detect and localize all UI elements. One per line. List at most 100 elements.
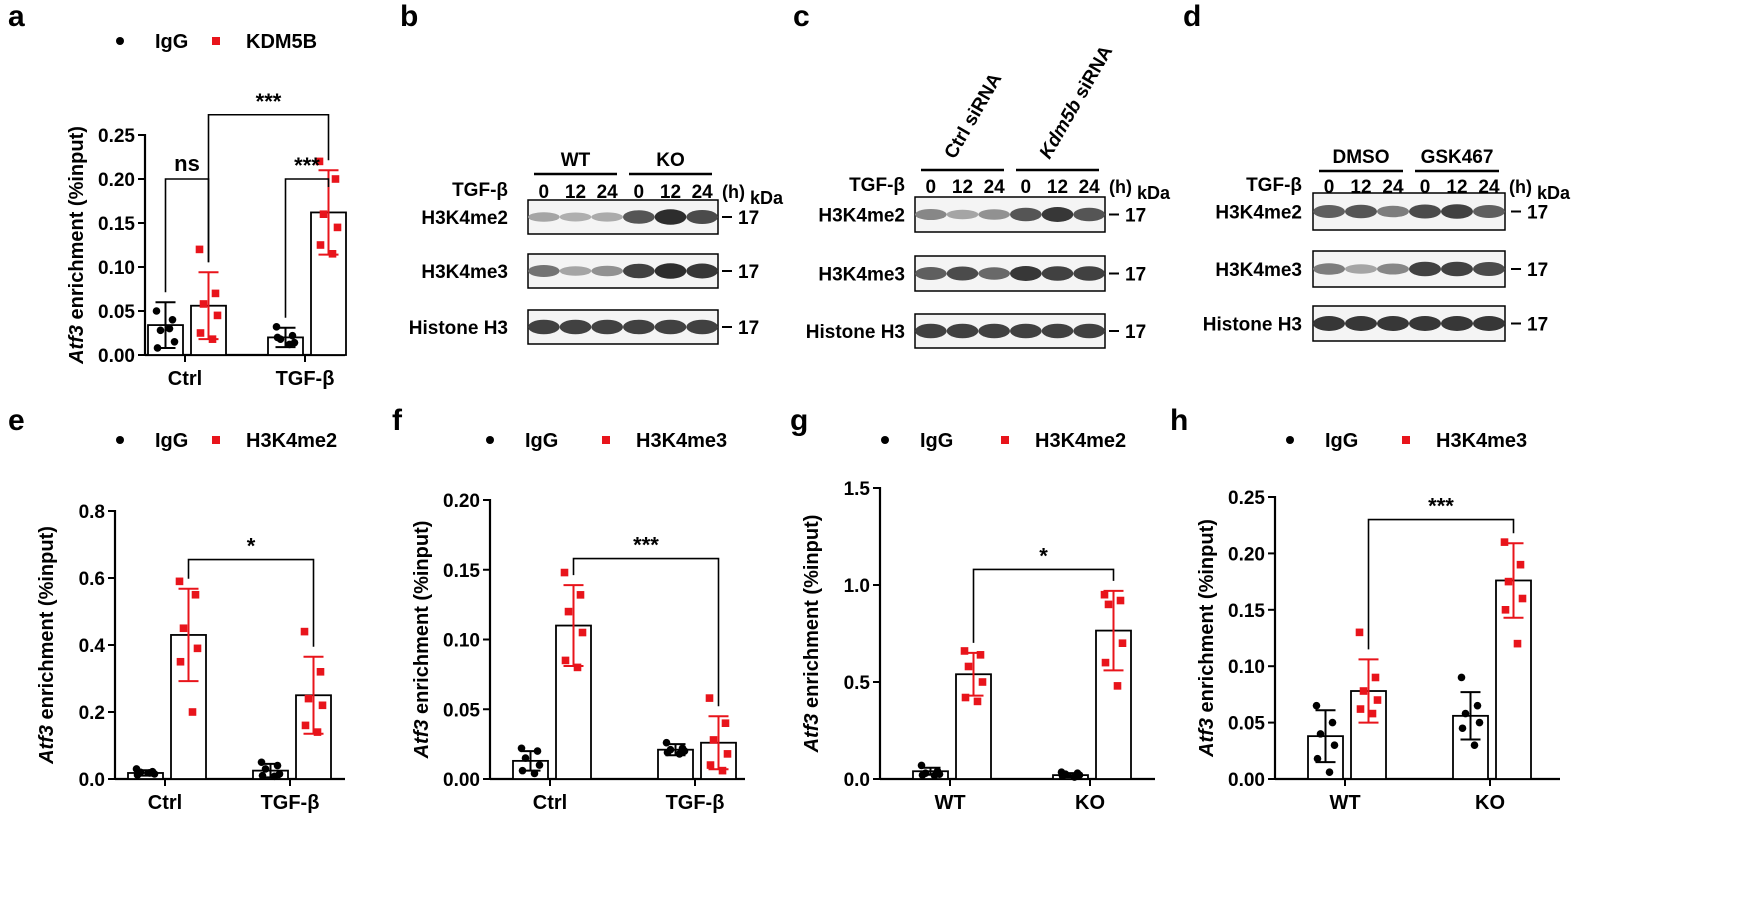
legend-marker-igg [1286,436,1294,444]
blot-row: Histone H3 17 [409,309,759,345]
legend-label: IgG [1325,430,1358,452]
y-tick-label: 0.05 [443,700,480,721]
data-point [333,223,342,232]
x-tick-label: WT [1329,792,1360,814]
timepoint-label: 24 [984,177,1006,198]
data-point [213,311,222,320]
chart-e: e IgG H3K4me2 0.0 0.2 0.4 0.6 0.8 Atf3 enrichmen… [8,404,345,814]
x-tick-label: KO [1075,792,1105,814]
blot-band [686,319,719,335]
data-point [518,766,527,775]
significance-bracket: *** [284,153,330,318]
data-point [176,657,185,666]
data-point [533,747,542,755]
y-axis-label: Atf3 enrichment (%input) [801,515,823,754]
significance-label: *** [633,533,659,558]
timepoint-label: 24 [1079,177,1101,198]
data-point [709,736,718,744]
row-label: Histone H3 [806,322,905,343]
data-point [318,701,327,710]
data-point [1118,639,1127,647]
group-label: Kdm5b siRNA [1036,42,1118,162]
data-point [1070,773,1079,781]
data-point [960,647,969,655]
blot-band [1377,205,1409,218]
data-point [152,307,161,315]
data-point [300,627,309,636]
legend-label: IgG [155,31,188,53]
y-axis-label-text: enrichment (%input) [411,521,433,720]
data-point [662,738,671,747]
y-tick-label: 0.05 [98,302,135,323]
bracket-line [572,557,720,707]
blot-band [1441,204,1473,219]
x-tick-label: WT [934,792,965,814]
blot-band [915,267,947,280]
data-point [272,323,281,331]
significance-label: * [247,534,256,559]
y-axis-label-gene: Atf3 [36,725,58,765]
bracket-line [164,178,210,293]
mw-unit: kDa [750,188,784,208]
data-point [718,766,727,775]
data-point [328,250,337,258]
legend: IgG KDM5B [116,31,317,53]
blot-band [1473,205,1505,218]
group-label-text: siRNA [1068,42,1117,107]
mw-label: 17 [738,262,759,283]
y-tick-label: 0.10 [98,258,135,279]
blot-band [946,323,979,339]
mw-unit: kDa [1537,183,1571,203]
panel-letter: a [8,0,25,33]
treatment-label: TGF-β [452,180,508,201]
time-unit: (h) [722,182,745,202]
blot-row: H3K4me2 17 [818,196,1146,233]
mw-label: 17 [738,208,759,229]
blot-band [559,319,592,335]
blot-band [623,210,655,224]
legend-marker-target [1402,436,1410,444]
data-point [1116,596,1125,605]
blot-band [1041,266,1074,281]
y-axis-label-text: enrichment (%input) [66,126,88,325]
blot-band [559,266,592,276]
data-point [316,241,325,249]
x-tick-label: TGF-β [261,792,320,814]
y-tick-label: 0.4 [79,636,106,657]
legend-label: IgG [155,430,188,452]
timepoint-label: 12 [952,177,973,198]
chart-h: h IgG H3K4me3 0.00 0.05 0.10 0.15 0.20 0.25 Atf3 … [1170,404,1560,814]
timepoint-label: 12 [660,182,681,203]
data-point [976,651,985,659]
data-point [273,333,282,342]
data-point [195,245,204,254]
data-point [153,344,162,352]
y-axis-label: Atf3 enrichment (%input) [411,521,433,760]
mw-label: 17 [1125,265,1146,286]
timepoint-label: 0 [926,177,937,198]
data-point [179,624,188,633]
data-point [319,210,328,218]
legend-label: H3K4me3 [1436,430,1527,452]
panel-letter: g [790,404,808,437]
y-tick-label: 0.20 [98,170,135,191]
x-tick-label: Ctrl [148,792,182,814]
blot-c: c Ctrl siRNA Kdm5b siRNA TGF-β 0 12 24 0 12 24 (h)… [793,0,1171,349]
timepoint-label: 24 [597,182,619,203]
data-point [188,708,197,716]
blot-row: H3K4me3 17 [421,253,759,289]
significance-bracket: * [972,543,1115,643]
blot-band [946,209,979,220]
bracket-line [187,558,315,647]
data-point [723,750,732,758]
significance-bracket: ns [164,151,210,293]
data-point [165,324,174,333]
blot-band [915,209,947,220]
significance-bracket: *** [207,89,330,263]
data-point [170,338,179,346]
blot-band [1073,207,1105,222]
significance-bracket: *** [1367,494,1515,650]
blot-band [528,319,560,335]
blot-row: Histone H3 17 [1203,305,1548,342]
